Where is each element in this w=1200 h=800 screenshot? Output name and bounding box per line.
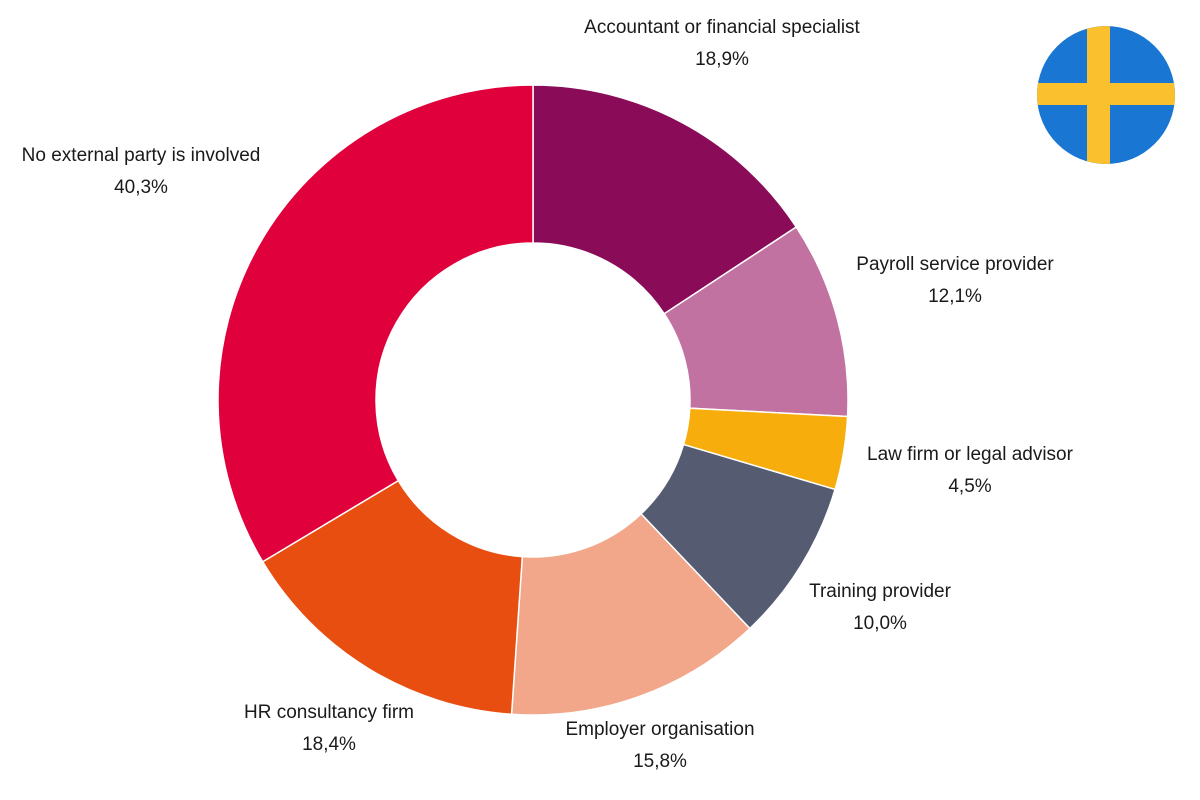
slice-value-accountant-or-financial-specialist: 18,9% xyxy=(695,49,749,70)
slice-label-accountant-or-financial-specialist: Accountant or financial specialist xyxy=(584,17,860,38)
slice-label-law-firm-or-legal-advisor: Law firm or legal advisor xyxy=(867,444,1074,465)
slice-label-payroll-service-provider: Payroll service provider xyxy=(856,254,1054,275)
slice-value-training-provider: 10,0% xyxy=(853,613,907,634)
slice-hr-consultancy-firm xyxy=(261,479,524,716)
slice-value-hr-consultancy-firm: 18,4% xyxy=(302,734,356,755)
slice-labels: Accountant or financial specialist 18,9% P… xyxy=(22,17,1074,772)
slice-label-no-external-party-is-involved: No external party is involved xyxy=(22,145,261,166)
slice-employer-organisation xyxy=(510,512,751,716)
slice-label-employer-organisation: Employer organisation xyxy=(565,719,754,740)
slice-value-payroll-service-provider: 12,1% xyxy=(928,286,982,307)
slice-accountant-or-financial-specialist xyxy=(532,84,798,315)
slice-label-hr-consultancy-firm: HR consultancy firm xyxy=(244,702,414,723)
donut-slices xyxy=(217,84,849,716)
slice-value-employer-organisation: 15,8% xyxy=(633,751,687,772)
slice-value-law-firm-or-legal-advisor: 4,5% xyxy=(948,476,991,497)
slice-no-external-party-is-involved xyxy=(217,84,534,563)
slice-label-training-provider: Training provider xyxy=(809,581,952,602)
sweden-flag-icon xyxy=(1037,26,1175,164)
slice-value-no-external-party-is-involved: 40,3% xyxy=(114,177,168,198)
